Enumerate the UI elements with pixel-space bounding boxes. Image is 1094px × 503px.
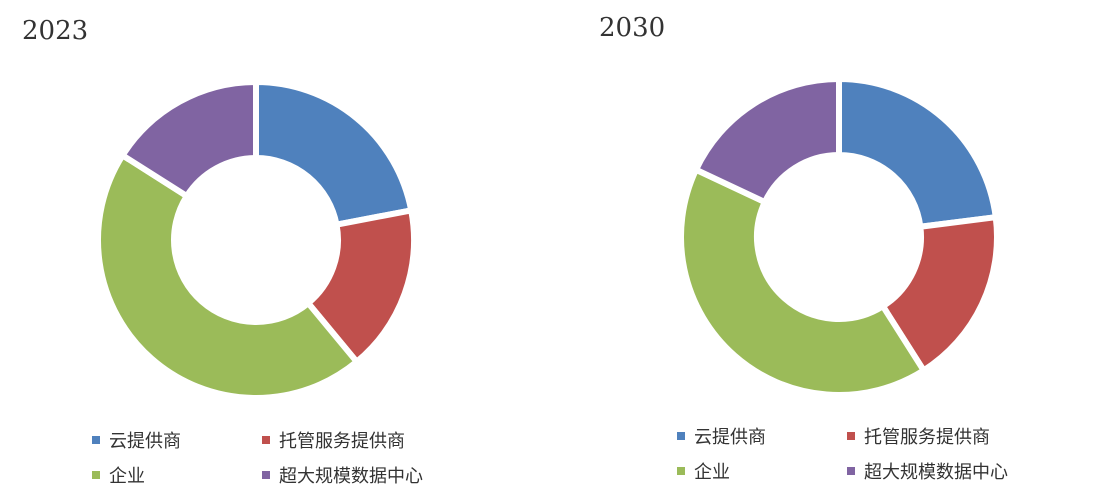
donut-slice-cloud xyxy=(836,75,1000,231)
donut-slice-enterprise xyxy=(678,165,928,398)
legend-swatch xyxy=(847,432,855,440)
legend-label: 超大规模数据中心 xyxy=(864,462,1008,483)
legend-swatch xyxy=(92,471,100,479)
donut-slice-hosting xyxy=(304,206,417,366)
legend-swatch xyxy=(677,432,685,440)
legend-item-cloud: 云提供商 xyxy=(677,423,766,449)
legend-label: 托管服务提供商 xyxy=(864,427,990,448)
legend-label: 企业 xyxy=(109,466,145,487)
donut-slice-hyperscale xyxy=(692,75,842,207)
donut-chart-2023 xyxy=(95,78,417,401)
legend-label: 云提供商 xyxy=(109,431,181,452)
legend-label: 超大规模数据中心 xyxy=(279,466,423,487)
legend-item-enterprise: 企业 xyxy=(677,458,730,484)
chart-panel-2030: 2030 云提供商 托管服务提供商 企业 超大规模数据中心 xyxy=(547,0,1094,503)
legend-item-hyperscale: 超大规模数据中心 xyxy=(262,462,423,488)
legend-item-hosting: 托管服务提供商 xyxy=(262,427,405,453)
legend-label: 云提供商 xyxy=(694,427,766,448)
donut-chart-2030 xyxy=(678,75,1000,398)
legend-swatch xyxy=(677,467,685,475)
chart-title: 2023 xyxy=(22,16,89,46)
donut-slice-cloud xyxy=(253,78,415,229)
donut-slice-hyperscale xyxy=(118,78,259,201)
legend-item-cloud: 云提供商 xyxy=(92,427,181,453)
legend-swatch xyxy=(262,471,270,479)
legend-label: 企业 xyxy=(694,462,730,483)
legend-item-enterprise: 企业 xyxy=(92,462,145,488)
legend-label: 托管服务提供商 xyxy=(279,431,405,452)
donut-slice-hosting xyxy=(878,213,1000,375)
legend-swatch xyxy=(847,467,855,475)
legend-swatch xyxy=(92,436,100,444)
chart-title: 2030 xyxy=(599,13,666,43)
legend-item-hosting: 托管服务提供商 xyxy=(847,423,990,449)
chart-panel-2023: 2023 云提供商 托管服务提供商 企业 超大规模数据中心 xyxy=(22,16,423,488)
legend-item-hyperscale: 超大规模数据中心 xyxy=(847,458,1008,484)
legend-swatch xyxy=(262,436,270,444)
donut-slice-enterprise xyxy=(95,151,361,401)
